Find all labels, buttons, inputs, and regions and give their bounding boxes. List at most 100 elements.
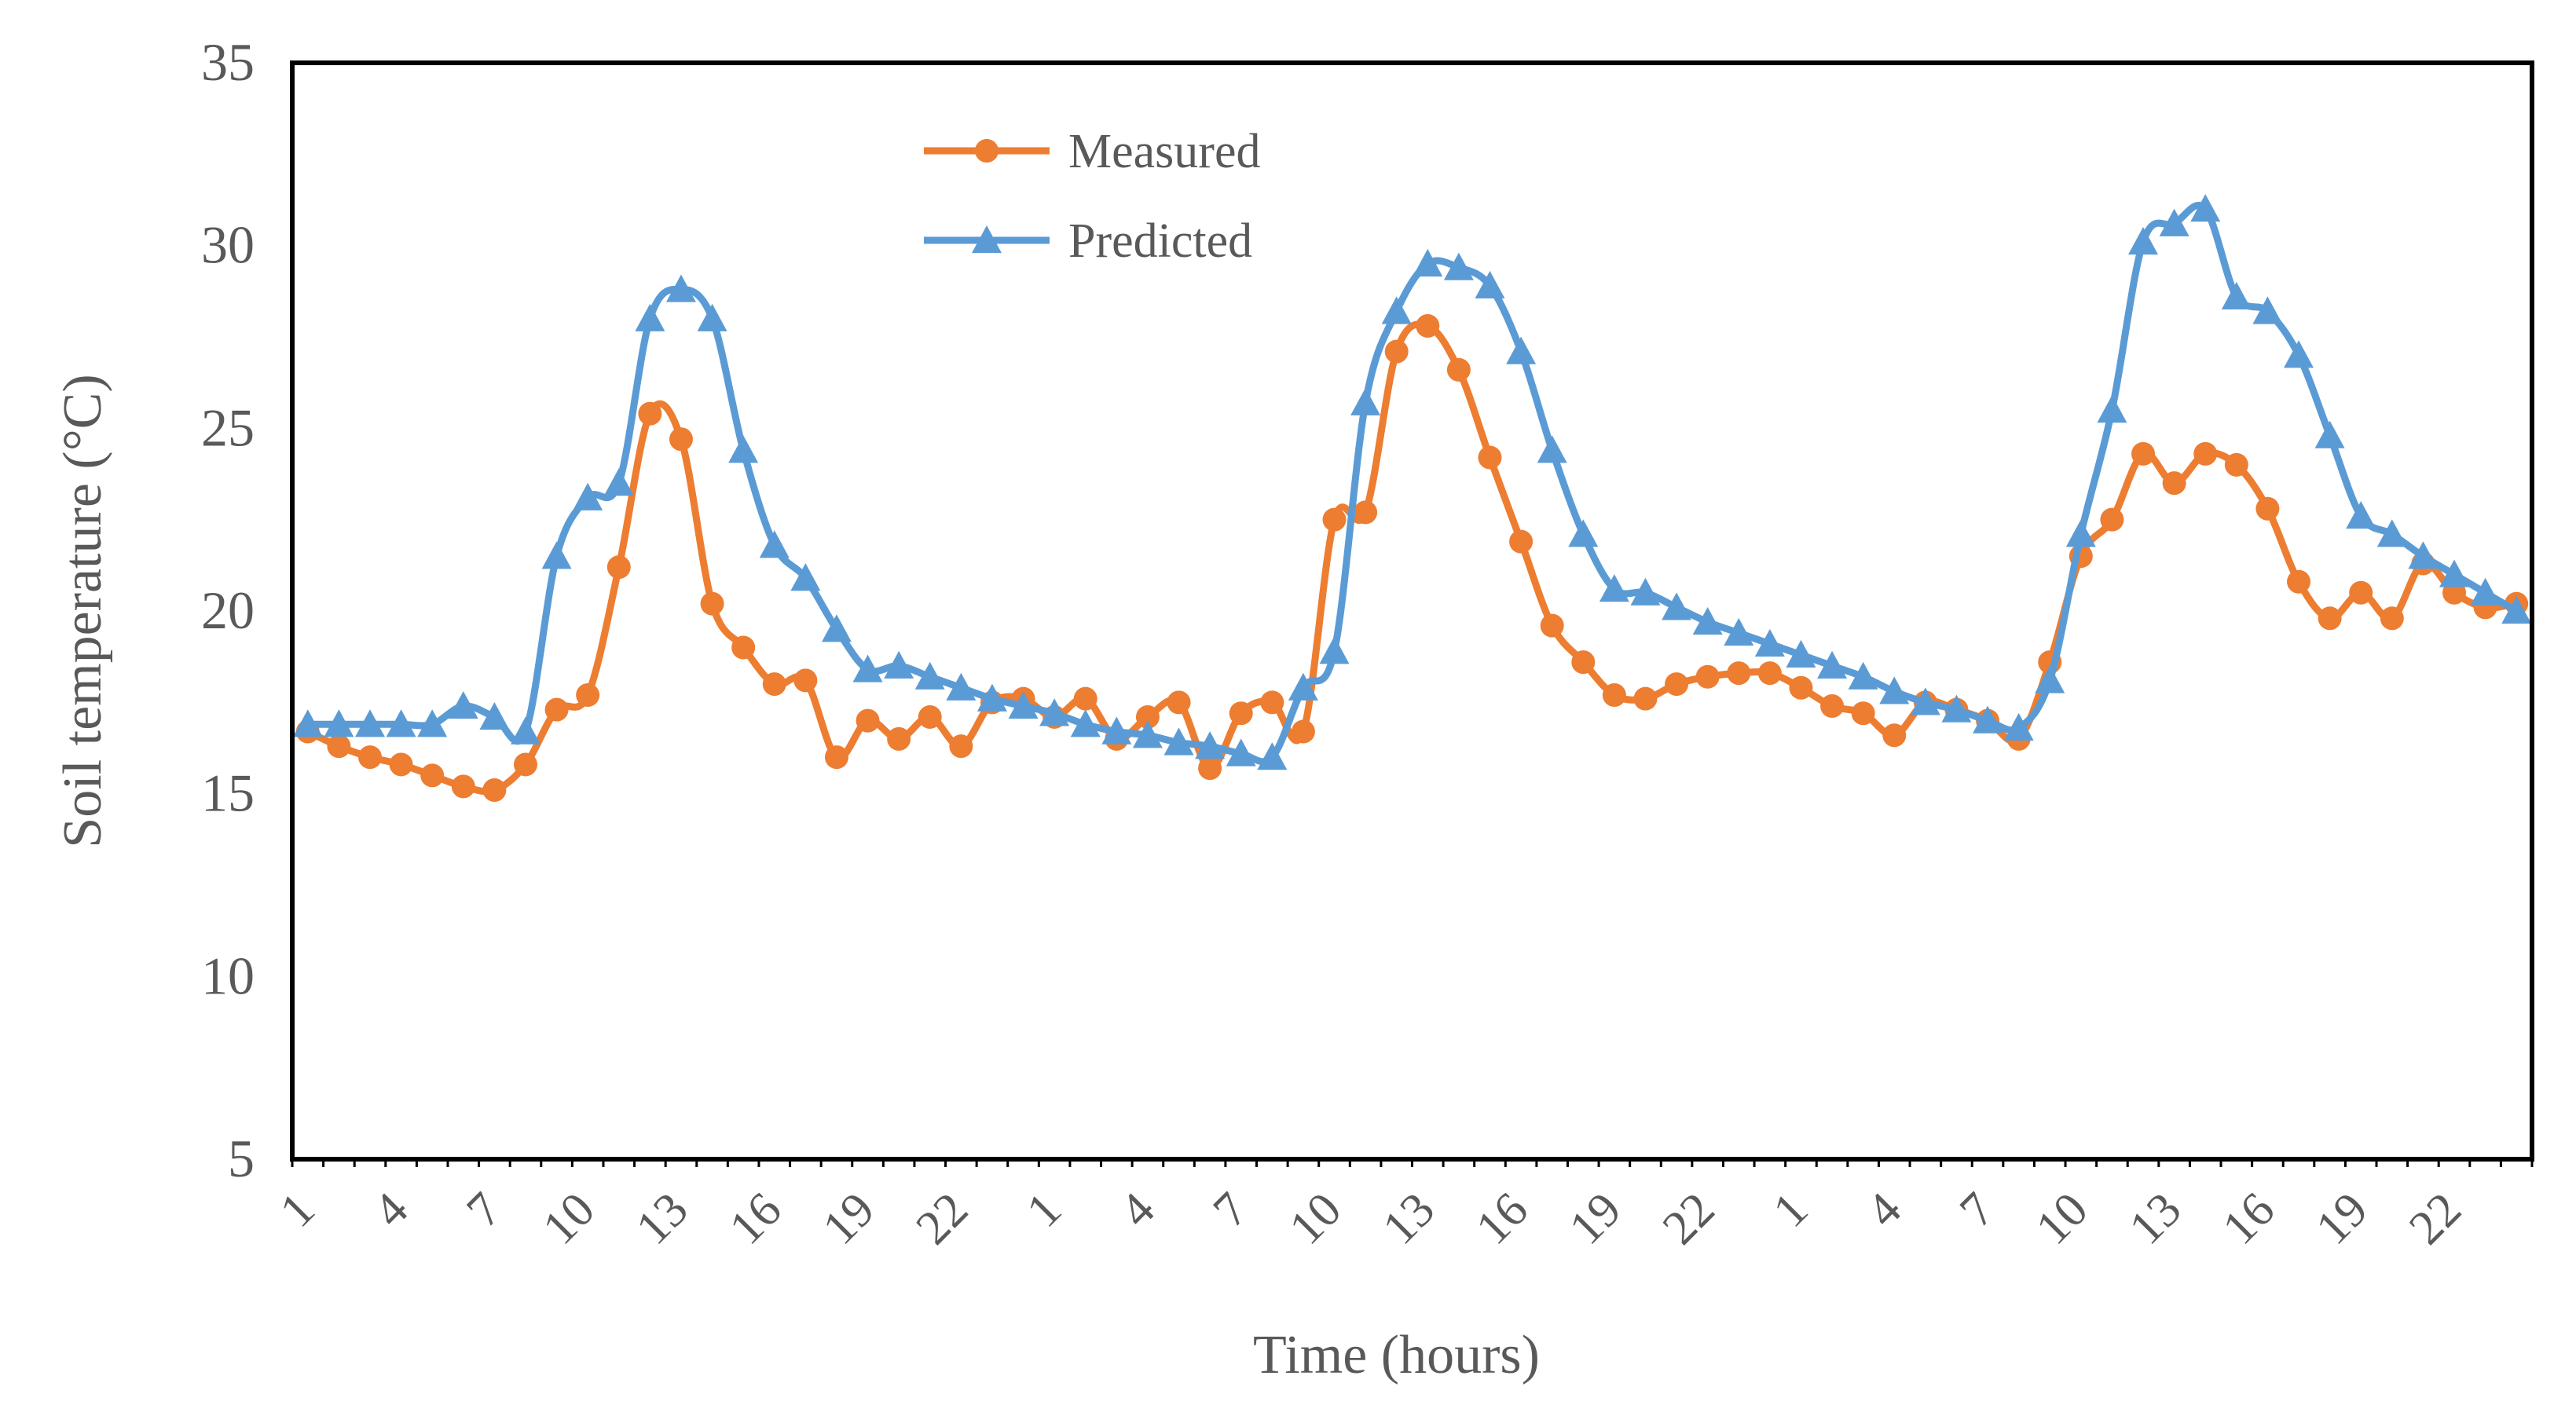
- predicted-data-point: [1630, 577, 1661, 606]
- predicted-data-point: [2284, 340, 2314, 368]
- predicted-data-point: [1039, 698, 1070, 726]
- measured-data-point: [544, 697, 569, 722]
- predicted-data-point: [1226, 738, 1256, 767]
- predicted-data-point: [2314, 420, 2345, 448]
- measured-data-point: [1540, 613, 1564, 638]
- legend-item-measured: Measured: [924, 125, 1260, 178]
- series-line-measured: [306, 320, 2517, 796]
- series-predicted: [292, 194, 2532, 770]
- predicted-data-point: [946, 672, 977, 701]
- measured-data-point: [731, 635, 756, 660]
- x-tick-label: 16: [1466, 1183, 1538, 1255]
- predicted-data-point: [541, 541, 572, 569]
- measured-data-point: [1478, 445, 1502, 470]
- predicted-data-point: [354, 709, 385, 737]
- x-tick-label: 7: [1950, 1183, 2005, 1238]
- predicted-data-point: [2408, 541, 2439, 569]
- predicted-data-point: [884, 650, 914, 679]
- x-tick-label: 1: [270, 1183, 325, 1238]
- predicted-data-point: [603, 468, 634, 496]
- y-axis-title: Soil temperature (°C): [53, 374, 113, 847]
- predicted-data-point: [2470, 577, 2501, 606]
- measured-data-point: [1229, 701, 1253, 726]
- predicted-data-point: [1195, 731, 1226, 759]
- predicted-data-point: [852, 654, 883, 682]
- predicted-data-point: [1599, 574, 1629, 602]
- predicted-data-point: [728, 435, 759, 463]
- measured-data-point: [2287, 569, 2311, 594]
- measured-data-point: [1260, 690, 1284, 715]
- predicted-data-point: [1910, 687, 1940, 715]
- predicted-data-point: [1443, 252, 1474, 280]
- predicted-data-point: [1008, 690, 1039, 719]
- measured-data-point: [327, 734, 351, 759]
- measured-data-point: [1851, 701, 1875, 726]
- x-tick-label: 13: [1372, 1183, 1445, 1255]
- plot-frame: [290, 60, 2534, 1162]
- legend-item-predicted: Predicted: [924, 214, 1252, 268]
- predicted-data-point: [2190, 194, 2221, 222]
- series-measured: [295, 314, 2529, 803]
- measured-data-point: [2318, 606, 2342, 631]
- predicted-data-point: [914, 661, 945, 690]
- measured-data-point: [1695, 664, 1720, 689]
- measured-data-point: [1882, 723, 1907, 748]
- predicted-data-point: [1257, 742, 1288, 770]
- x-tick-label: 16: [720, 1183, 792, 1255]
- predicted-data-point: [1568, 519, 1599, 547]
- measured-data-point: [700, 591, 724, 616]
- measured-data-point: [2100, 507, 2124, 532]
- measured-data-point: [1571, 650, 1596, 675]
- predicted-data-point: [1475, 270, 1505, 299]
- x-tick-label: 4: [1856, 1183, 1911, 1238]
- predicted-data-point: [790, 563, 821, 591]
- measured-data-point: [2193, 441, 2218, 466]
- predicted-data-point: [2221, 281, 2252, 309]
- measured-data-point: [918, 704, 942, 729]
- measured-data-point: [576, 683, 600, 708]
- predicted-data-point: [1506, 336, 1537, 364]
- x-tick-label: 1: [1763, 1183, 1818, 1238]
- measured-data-point: [1633, 686, 1658, 711]
- measured-data-point: [2162, 471, 2186, 496]
- series-group: [292, 194, 2532, 803]
- predicted-data-point: [1101, 716, 1132, 745]
- predicted-data-point: [479, 701, 510, 730]
- legend-label-predicted: Predicted: [1068, 214, 1252, 268]
- y-tick-label: 5: [228, 1129, 255, 1188]
- predicted-data-point: [324, 709, 354, 737]
- predicted-data-point: [448, 690, 478, 719]
- measured-data-point: [1073, 686, 1097, 711]
- x-tick-label: 13: [2120, 1183, 2192, 1255]
- measured-data-point: [606, 555, 631, 580]
- predicted-data-point: [2439, 559, 2470, 587]
- predicted-data-point: [1537, 435, 1567, 463]
- legend-marker-measured: [975, 139, 999, 163]
- x-tick-label: 4: [363, 1183, 418, 1238]
- measured-data-point: [2131, 441, 2156, 466]
- measured-data-point: [1322, 507, 1347, 532]
- predicted-data-point: [1288, 672, 1318, 701]
- predicted-data-point: [1754, 628, 1785, 657]
- measured-data-point: [856, 708, 880, 733]
- measured-data-point: [1167, 690, 1191, 715]
- predicted-data-point: [2501, 596, 2532, 624]
- x-tick-label: 16: [2212, 1183, 2285, 1255]
- measured-data-point: [949, 734, 973, 759]
- predicted-data-point: [697, 303, 727, 331]
- predicted-data-point: [759, 530, 790, 558]
- predicted-data-point: [665, 274, 696, 302]
- x-tick-label: 10: [533, 1183, 605, 1255]
- predicted-data-point: [292, 709, 323, 737]
- predicted-data-point: [821, 614, 852, 642]
- measured-data-point: [420, 763, 445, 788]
- measured-data-point: [1135, 704, 1160, 729]
- predicted-data-point: [1879, 676, 1910, 704]
- legend-marker-predicted: [972, 225, 1002, 254]
- x-tick-label: 19: [2306, 1183, 2378, 1255]
- x-tick-label: 13: [626, 1183, 698, 1255]
- measured-data-point: [887, 726, 911, 751]
- measured-data-point: [1509, 529, 1534, 554]
- x-axis-title: Time (hours): [1253, 1325, 1540, 1385]
